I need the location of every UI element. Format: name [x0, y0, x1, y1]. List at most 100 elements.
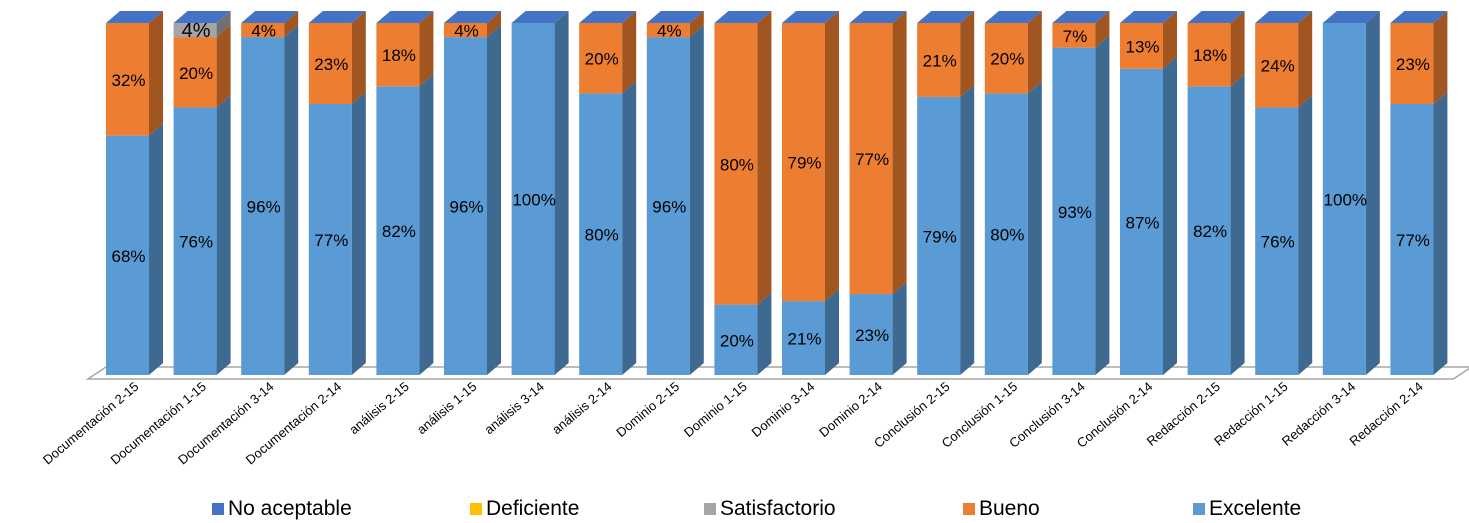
- bar-stack: [1052, 11, 1110, 375]
- data-label: 96%: [247, 198, 281, 217]
- bar-segment-side: [419, 74, 434, 376]
- bar-segment-side: [216, 95, 231, 375]
- data-label: 82%: [382, 222, 416, 241]
- data-label: 87%: [1125, 213, 1159, 232]
- bar-segment-side: [351, 11, 366, 104]
- data-label: 96%: [652, 198, 686, 217]
- stacked-bar-chart: 68% 32% 76% 20% 4% 96% 4% 77% 23% 82% 18% 96% 4% 100%…: [40, 11, 1469, 468]
- data-label: 4%: [251, 22, 276, 41]
- bar-segment-side: [1365, 11, 1380, 375]
- bar-segment-side: [1095, 11, 1110, 48]
- legend-label: Deficiente: [486, 496, 580, 520]
- bar-segment-side: [149, 123, 163, 375]
- data-label: 20%: [990, 50, 1024, 69]
- category-label: análisis 2-15: [346, 379, 412, 437]
- legend-swatch: [704, 502, 716, 515]
- bar-segment: [444, 23, 487, 38]
- category-label: análisis 2-14: [549, 379, 615, 437]
- bar-segment: [376, 23, 420, 87]
- bar-segment-side: [757, 292, 772, 375]
- data-label: 21%: [923, 51, 957, 70]
- data-label: 20%: [585, 50, 619, 69]
- bar-top-cap: [984, 11, 1042, 23]
- data-label: 21%: [787, 330, 821, 349]
- bar-segment: [173, 37, 217, 108]
- bar-stack: [984, 11, 1042, 376]
- data-label: 24%: [1261, 57, 1295, 76]
- bar-segment-side: [825, 11, 839, 302]
- bar-segment: [1187, 23, 1231, 87]
- data-label: 23%: [314, 55, 348, 74]
- bar-segment: [1052, 23, 1096, 48]
- bar-stack: [444, 11, 501, 376]
- data-label: 77%: [1396, 231, 1430, 250]
- bar-segment: [1322, 23, 1366, 375]
- bar-segment-side: [960, 11, 975, 97]
- bar-segment: [173, 107, 217, 375]
- bar-segment: [444, 37, 487, 376]
- bar-segment: [1187, 86, 1231, 376]
- bar-segment-side: [1027, 81, 1042, 376]
- bar-top-cap: [106, 11, 163, 23]
- bar-segment: [917, 96, 961, 376]
- category-label: Dominio 2-14: [816, 379, 885, 440]
- bar-top-cap: [511, 11, 569, 23]
- bar-segment: [106, 135, 149, 375]
- bar-segment: [849, 23, 893, 295]
- bar-stack: [511, 11, 569, 375]
- bar-segment-side: [689, 11, 704, 38]
- legend-item: No aceptable: [212, 494, 352, 523]
- legend-swatch: [963, 502, 975, 515]
- bar-segment: [308, 23, 352, 104]
- bar-segment: [173, 23, 217, 38]
- category-label: Redacción 2-14: [1346, 379, 1425, 449]
- bar-segment: [1052, 47, 1096, 375]
- legend-label: Bueno: [979, 496, 1040, 520]
- legend-label: No aceptable: [228, 496, 352, 520]
- bar-segment-side: [1163, 56, 1177, 375]
- bar-segment-side: [757, 11, 772, 305]
- bar-stack: [714, 11, 772, 375]
- bar-stack: [173, 11, 231, 375]
- data-label: 96%: [449, 198, 483, 217]
- bar-segment-side: [284, 25, 299, 376]
- bar-stack: [1255, 11, 1313, 375]
- legend-item: Excelente: [1193, 494, 1301, 523]
- bar-segment-side: [554, 11, 569, 375]
- bar-segment-side: [689, 25, 704, 376]
- bar-stack: [849, 11, 907, 375]
- bar-top-cap: [1187, 11, 1245, 23]
- bar-top-cap: [1052, 11, 1110, 23]
- bar-segment: [714, 304, 758, 375]
- data-label: 80%: [585, 226, 619, 245]
- bar-segment-side: [1163, 11, 1177, 69]
- bar-segment-side: [1230, 74, 1245, 376]
- bar-segment: [579, 23, 623, 94]
- data-label: 76%: [179, 233, 213, 252]
- bar-top-cap: [714, 11, 772, 23]
- data-label: 23%: [855, 326, 889, 345]
- bar-segment-side: [622, 11, 637, 94]
- bar-stack: [579, 11, 637, 376]
- data-label: 18%: [382, 46, 416, 65]
- bar-top-cap: [173, 11, 231, 23]
- legend-swatch: [212, 502, 224, 515]
- bar-segment-side: [1027, 11, 1042, 94]
- data-label: 20%: [179, 64, 213, 83]
- data-label: 32%: [111, 71, 145, 90]
- category-label: Dominio 3-14: [749, 379, 818, 440]
- bar-stack: [106, 11, 163, 375]
- bar-segment: [241, 37, 285, 376]
- data-label: 100%: [512, 191, 555, 210]
- bar-stack: [1390, 11, 1448, 376]
- bar-segment: [782, 23, 825, 302]
- bar-stack: [917, 11, 975, 376]
- bar-segment: [984, 93, 1028, 376]
- bar-top-cap: [1120, 11, 1177, 23]
- bar-segment-side: [1433, 91, 1448, 376]
- data-label: 4%: [454, 22, 479, 41]
- legend-item: Satisfactorio: [704, 494, 836, 523]
- bar-segment-side: [419, 11, 434, 87]
- bar-segment-side: [149, 11, 163, 136]
